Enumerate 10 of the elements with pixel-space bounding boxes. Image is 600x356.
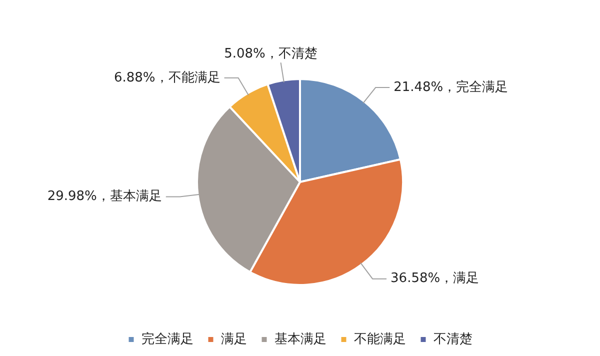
legend-label: 不能满足 — [354, 332, 406, 347]
data-label: 5.08%，不清楚 — [224, 46, 318, 62]
data-label: 29.98%，基本满足 — [47, 189, 162, 204]
legend-label: 不清楚 — [433, 332, 472, 347]
data-label: 21.48%，完全满足 — [394, 78, 508, 95]
legend-label: 满足 — [220, 332, 247, 347]
legend-label: 基本满足 — [274, 332, 326, 347]
data-label: 36.58%，满足 — [390, 271, 480, 286]
legend-label: 完全满足 — [141, 330, 194, 347]
data-label: 6.88%，不能满足 — [114, 70, 220, 86]
